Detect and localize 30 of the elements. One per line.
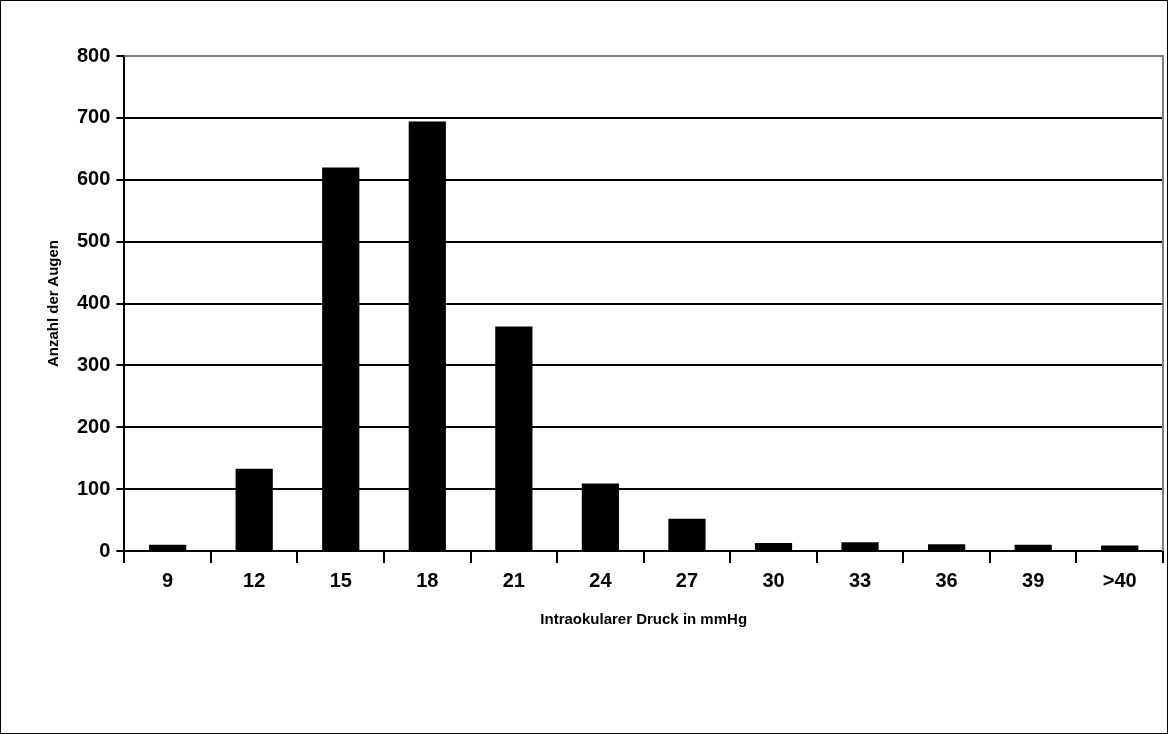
y-tick-label: 0 [99, 538, 111, 561]
bar [149, 544, 187, 550]
x-tick-label: 21 [502, 568, 525, 591]
x-tick-label: 30 [762, 568, 785, 591]
y-tick-label: 800 [76, 43, 111, 66]
x-tick-label: 39 [1022, 568, 1045, 591]
x-tick-label: 18 [416, 568, 439, 591]
y-tick-label: 200 [76, 414, 111, 437]
bar [928, 544, 966, 550]
y-tick-label: 100 [76, 476, 111, 499]
y-tick-label: 400 [76, 291, 111, 314]
y-axis-title: Anzahl der Augen [44, 240, 62, 367]
bar [754, 542, 793, 550]
bar [1101, 545, 1139, 550]
x-tick-label: 15 [329, 568, 352, 591]
y-tick-label: 500 [76, 229, 111, 252]
bar [841, 542, 879, 550]
x-tick-label: 27 [675, 568, 699, 591]
bar [1014, 544, 1052, 550]
x-tick-label: >40 [1102, 568, 1137, 591]
x-tick-label: 12 [243, 568, 266, 591]
bar [668, 518, 706, 550]
x-tick-label: 24 [589, 568, 613, 591]
x-tick-label: 36 [935, 568, 958, 591]
y-tick-label: 600 [76, 167, 111, 190]
y-tick-label: 300 [76, 352, 111, 375]
x-tick-label: 9 [162, 568, 174, 591]
x-axis-title: Intraokularer Druck in mmHg [540, 610, 748, 628]
y-tick-label: 700 [76, 105, 111, 128]
x-tick-label: 33 [848, 568, 872, 591]
